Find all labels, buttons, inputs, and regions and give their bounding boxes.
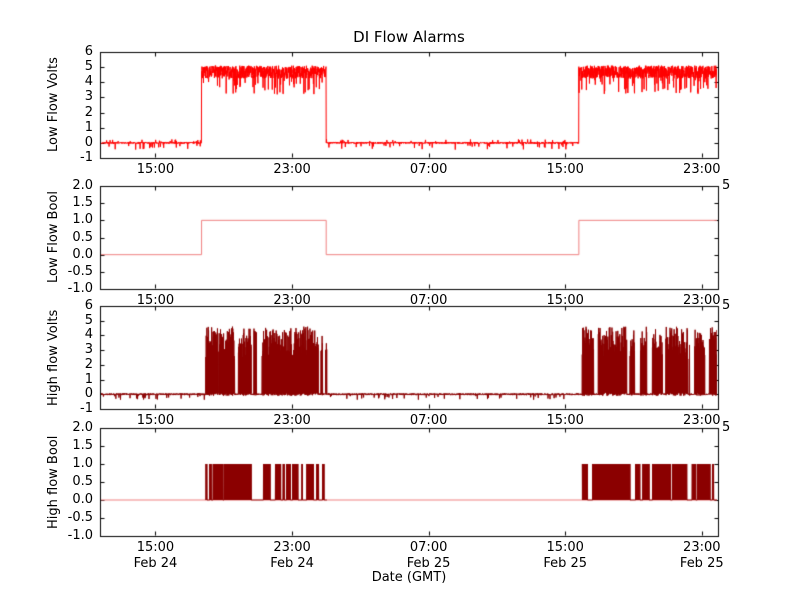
y-tick-label: 0 [84,134,93,150]
y-tick-label: 4 [84,327,93,343]
y-tick-label: 2 [84,104,93,120]
x-tick-label: 15:00 [546,540,584,555]
y-tick-label: -0.5 [67,263,93,279]
x-tick-date-label: Feb 24 [270,556,314,571]
y-tick-label: -1 [80,150,93,165]
x-axis-label: Date (GMT) [371,570,447,585]
y-tick-label: 6 [84,298,93,313]
right-axis-corner-label: 5 [722,420,731,435]
y-tick-label: 0.5 [72,474,93,489]
x-tick-date-label: Feb 25 [543,556,588,571]
y-tick-label: 3 [84,342,93,358]
x-tick-label: 07:00 [409,540,448,555]
x-tick-label: 15:00 [546,162,584,177]
x-tick-label: 23:00 [273,293,311,308]
x-tick-label: 23:00 [273,162,311,177]
x-tick-label: 07:00 [409,413,448,428]
y-tick-label: 1.0 [72,212,93,228]
x-tick-label: 15:00 [136,293,175,308]
x-tick-label: 23:00 [683,293,721,308]
y-tick-label: 0.0 [72,246,93,262]
y-tick-label: 1 [84,119,93,135]
x-tick-label: 23:00 [273,413,311,428]
right-axis-corner-label: 5 [722,298,731,313]
y-tick-label: 2.0 [72,178,93,193]
y-tick-label: 3 [84,89,93,105]
x-tick-label: 15:00 [546,413,584,428]
y-tick-label: 1 [84,371,93,387]
right-axis-corner-label: 5 [722,178,731,193]
y-tick-label: 5 [84,312,93,328]
y-tick-label: 2.0 [72,420,93,435]
x-tick-label: 15:00 [546,293,584,308]
y-tick-label: -1.0 [67,281,93,296]
x-tick-label: 15:00 [136,413,175,428]
x-tick-label: 15:00 [136,162,175,177]
y-tick-label: 5 [84,59,93,75]
y-tick-label: 2 [84,356,93,372]
x-tick-label: 07:00 [409,293,448,308]
y-tick-label: 1.5 [72,195,93,211]
y-tick-label: -1 [80,401,93,416]
y-tick-label: 0.5 [72,229,93,245]
x-tick-label: 23:00 [273,540,311,555]
x-tick-label: 23:00 [683,540,721,555]
y-tick-label: -1.0 [67,528,93,543]
x-tick-label: 15:00 [136,540,175,555]
y-tick-label: -0.5 [67,510,93,525]
x-tick-date-label: Feb 24 [133,556,178,571]
y-tick-label: 0.0 [72,492,93,507]
y-tick-label: 6 [84,44,93,59]
chart-title: DI Flow Alarms [353,28,465,46]
y-tick-label: 1.0 [72,456,93,471]
y-tick-label: 1.5 [72,438,93,453]
y-tick-label: 0 [84,386,93,402]
x-tick-date-label: Feb 25 [679,556,724,571]
x-tick-label: 07:00 [409,162,448,177]
x-tick-date-label: Feb 25 [406,556,451,571]
y-tick-label: 4 [84,74,93,90]
x-tick-label: 23:00 [683,162,721,177]
x-tick-label: 23:00 [683,413,721,428]
